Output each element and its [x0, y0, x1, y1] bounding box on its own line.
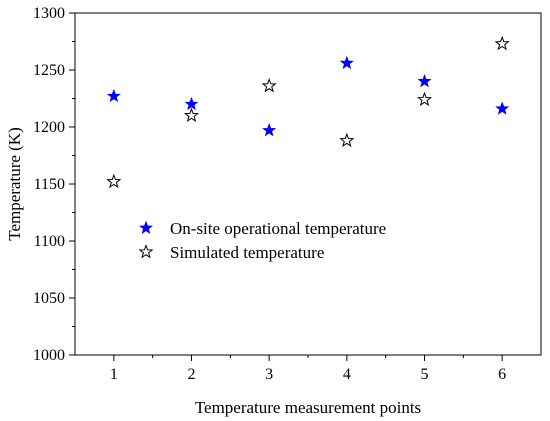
x-tick-label: 5	[421, 366, 429, 383]
x-axis-title: Temperature measurement points	[195, 398, 421, 417]
legend-marker-simulated	[138, 244, 154, 259]
legend-marker-on-site	[138, 220, 154, 234]
simulated-point	[106, 173, 122, 189]
y-tick-label: 1100	[34, 233, 65, 250]
x-tick-label: 1	[110, 366, 118, 383]
legend-star-simulated	[138, 244, 154, 259]
simulated-point	[261, 78, 277, 93]
y-tick-label: 1050	[33, 290, 65, 307]
simulated-point	[339, 132, 355, 148]
y-tick-label: 1000	[33, 347, 65, 364]
simulated-point	[183, 107, 200, 123]
y-tick-label: 1200	[33, 119, 65, 136]
x-axis-ticks: 1 2 3 4 5 6	[110, 355, 506, 383]
y-tick-label: 1150	[34, 176, 65, 193]
y-tick-label: 1250	[33, 62, 65, 79]
y-axis-ticks: 1000 1050 1100 1150 1200 1250 1300	[33, 5, 75, 364]
on-site-point	[262, 123, 277, 137]
data-points	[106, 35, 510, 189]
legend-label-simulated: Simulated temperature	[170, 243, 324, 262]
on-site-point	[495, 101, 510, 115]
on-site-point	[184, 96, 199, 111]
y-axis-title: Temperature (K)	[5, 127, 24, 241]
simulated-point	[494, 35, 510, 51]
y-tick-label: 1300	[33, 5, 65, 22]
simulated-point	[416, 91, 433, 107]
plot-frame	[74, 12, 542, 356]
x-tick-label: 3	[265, 366, 273, 383]
legend-star-on-site	[138, 220, 154, 234]
x-tick-label: 6	[498, 366, 506, 383]
x-tick-label: 4	[343, 366, 351, 383]
on-site-point	[417, 74, 432, 88]
legend: On-site operational temperature Simulate…	[138, 219, 386, 262]
on-site-point	[339, 55, 354, 70]
legend-label-on-site: On-site operational temperature	[170, 219, 386, 238]
on-site-point	[106, 88, 121, 103]
x-tick-label: 2	[188, 366, 196, 383]
